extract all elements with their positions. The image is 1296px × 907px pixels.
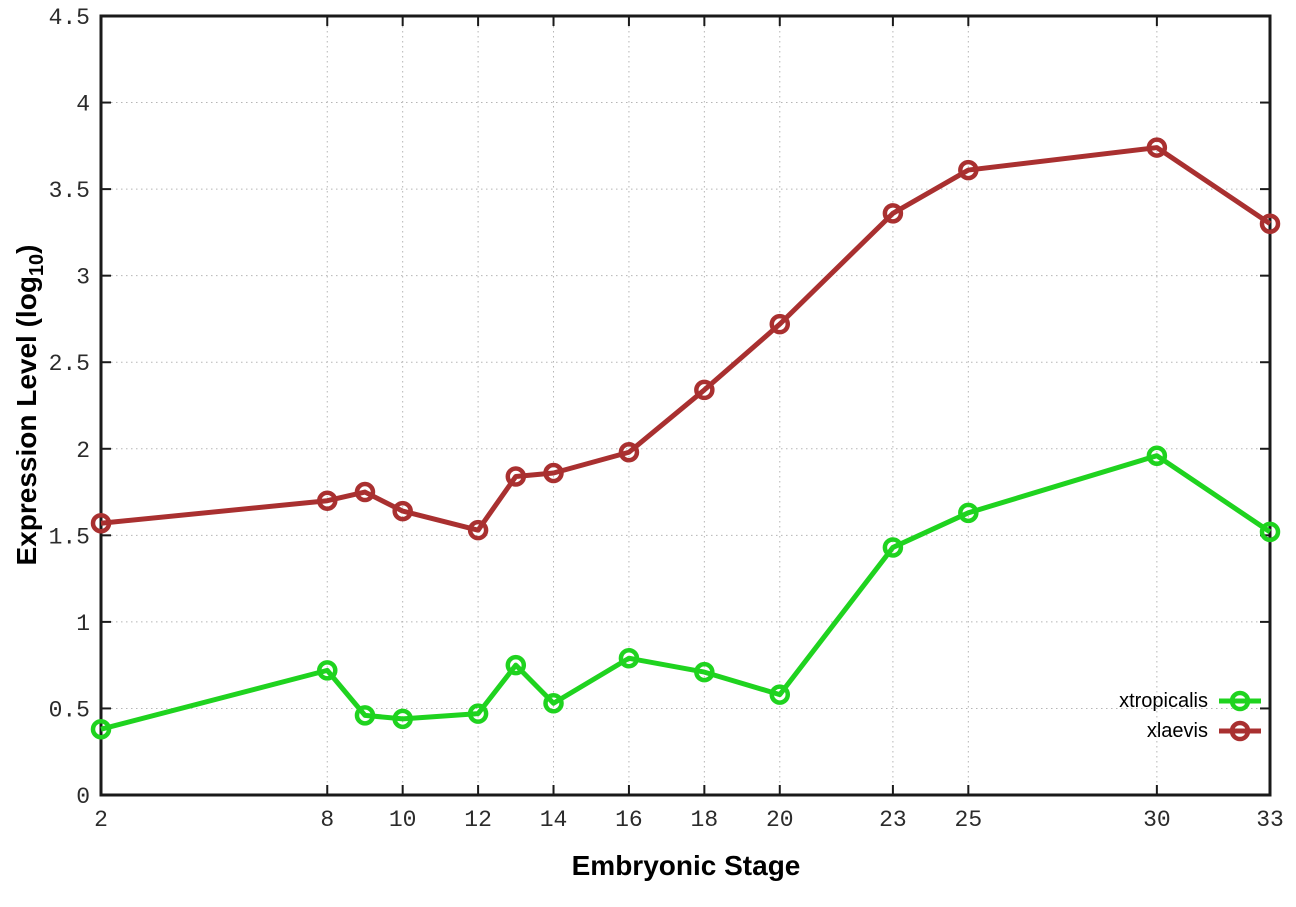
data-point-xtropicalis (882, 537, 904, 558)
y-tick-label: 0.5 (49, 697, 90, 723)
data-point-xlaevis (618, 441, 640, 463)
data-point-xtropicalis (618, 647, 640, 669)
y-axis-title-subscript: 10 (25, 253, 48, 277)
data-point-xtropicalis (958, 502, 979, 524)
legend-label-xlaevis: xlaevis (1146, 720, 1208, 742)
data-point-xlaevis (354, 481, 376, 503)
data-point-xlaevis (694, 379, 715, 401)
y-tick-label: 2.5 (49, 351, 90, 377)
y-axis-title-text: Expression Level (log (11, 276, 43, 566)
data-point-xtropicalis (317, 660, 338, 681)
data-point-xlaevis (467, 519, 489, 541)
x-tick-label: 2 (94, 807, 108, 833)
x-tick-label: 33 (1256, 807, 1284, 833)
legend-label-xtropicalis: xtropicalis (1119, 690, 1208, 712)
data-point-xlaevis (958, 159, 979, 181)
data-point-xtropicalis (1146, 445, 1168, 466)
legend-sample-line-icon (1219, 690, 1261, 712)
x-tick-label: 18 (691, 807, 719, 833)
y-tick-label: 1.5 (49, 524, 90, 550)
legend: xtropicalis xlaevis (1119, 686, 1263, 746)
y-tick-label: 3.5 (49, 178, 90, 204)
y-tick-label: 2 (76, 438, 90, 464)
data-point-xlaevis (317, 490, 338, 511)
data-point-xlaevis (1259, 213, 1281, 234)
x-tick-label: 16 (615, 807, 643, 833)
y-tick-label: 4 (76, 92, 90, 118)
data-point-xtropicalis (505, 654, 527, 676)
x-tick-label: 20 (766, 807, 794, 833)
data-point-xlaevis (543, 462, 564, 484)
data-point-xtropicalis (467, 703, 489, 724)
x-tick-label: 23 (879, 807, 907, 833)
data-point-xtropicalis (354, 705, 376, 726)
y-tick-label: 0 (76, 784, 90, 810)
data-point-xtropicalis (543, 693, 564, 714)
y-tick-label: 3 (76, 265, 90, 291)
x-tick-label: 10 (389, 807, 417, 833)
data-point-xtropicalis (694, 661, 715, 683)
y-axis-title-close: ) (11, 244, 43, 254)
legend-item-xlaevis: xlaevis (1119, 716, 1263, 746)
x-tick-label: 25 (955, 807, 983, 833)
data-point-xtropicalis (392, 708, 413, 730)
data-point-xlaevis (505, 466, 527, 487)
data-point-xlaevis (882, 203, 904, 224)
data-point-xlaevis (1146, 137, 1168, 158)
y-tick-label: 4.5 (49, 5, 90, 31)
x-tick-label: 8 (320, 807, 334, 833)
data-point-xlaevis (90, 512, 112, 534)
legend-item-xtropicalis: xtropicalis (1119, 686, 1263, 716)
y-axis-title: Expression Level (log10) (11, 245, 49, 566)
data-point-xlaevis (392, 500, 413, 522)
data-point-xtropicalis (769, 684, 791, 705)
y-tick-label: 1 (76, 611, 90, 637)
x-tick-label: 30 (1143, 807, 1171, 833)
series-line-xtropicalis (100, 453, 1272, 732)
data-point-xtropicalis (90, 718, 112, 740)
x-tick-label: 12 (464, 807, 492, 833)
data-point-xtropicalis (1259, 521, 1281, 543)
legend-sample-line-icon (1219, 720, 1261, 742)
data-point-xlaevis (769, 313, 791, 335)
x-axis-title: Embryonic Stage (571, 850, 801, 881)
plot-border (99, 14, 1272, 797)
x-tick-label: 14 (540, 807, 568, 833)
